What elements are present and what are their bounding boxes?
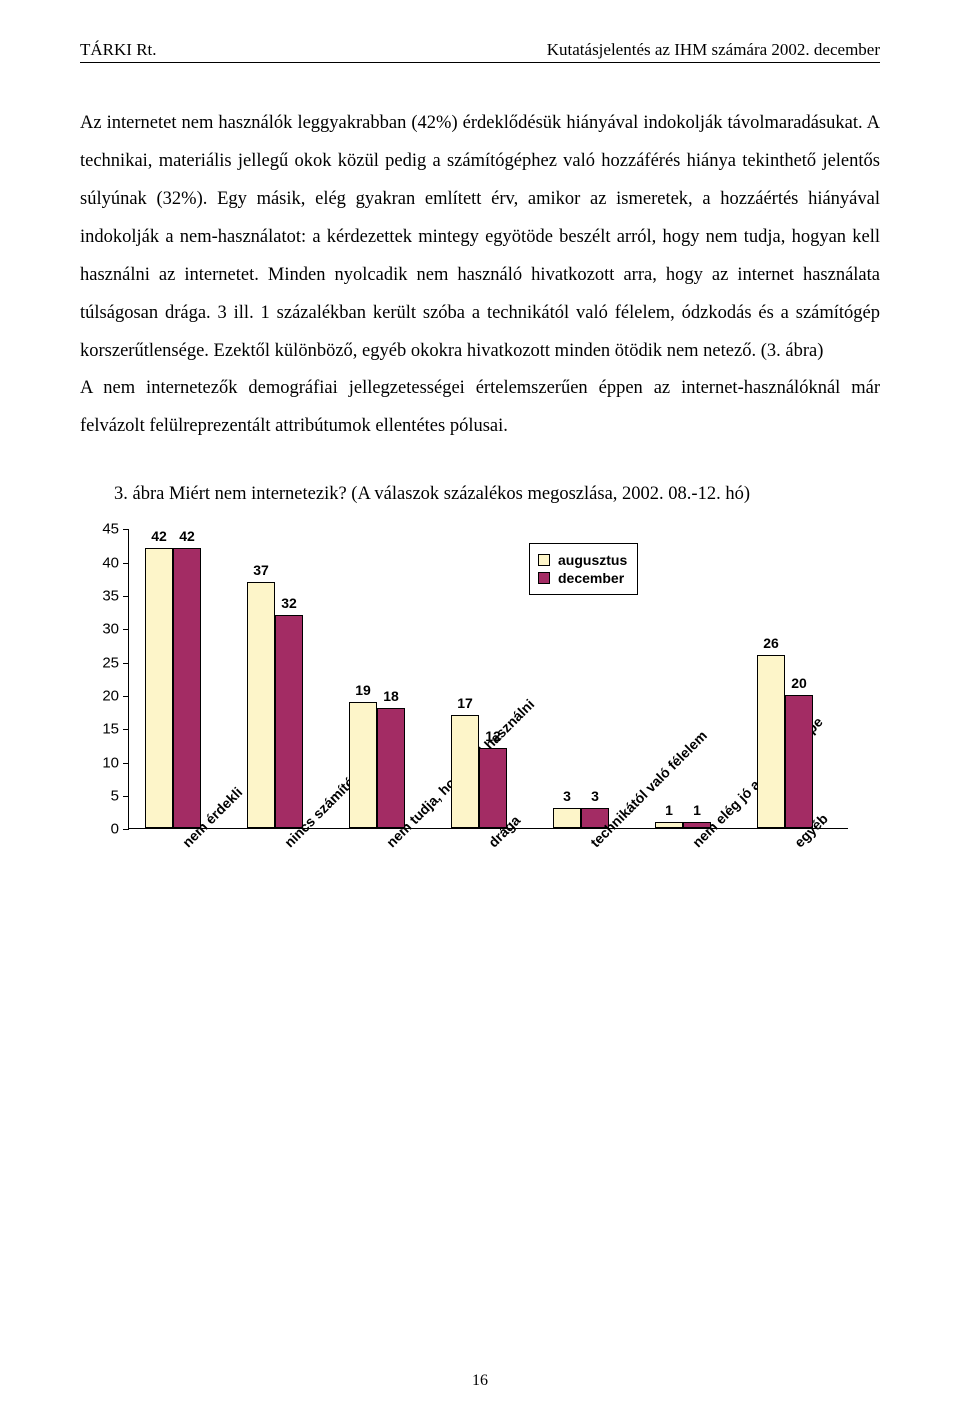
y-tick: [123, 696, 129, 697]
bar-value-label: 1: [683, 802, 711, 818]
bar-value-label: 18: [377, 688, 405, 704]
bar-value-label: 3: [581, 788, 609, 804]
bar-value-label: 20: [785, 675, 813, 691]
chart-caption: 3. ábra Miért nem internetezik? (A válas…: [114, 484, 880, 505]
bar-value-label: 12: [479, 728, 507, 744]
legend-label: december: [558, 570, 624, 586]
y-axis-label: 5: [89, 787, 119, 804]
bar-series-b: [173, 548, 201, 828]
chart-plot-area: augusztusdecember 0510152025303540454242…: [128, 529, 848, 829]
body-paragraph: Az internetet nem használók leggyakrabba…: [80, 105, 880, 446]
bar-value-label: 1: [655, 802, 683, 818]
bar-series-b: [377, 708, 405, 828]
y-axis-label: 0: [89, 821, 119, 838]
header-right: Kutatásjelentés az IHM számára 2002. dec…: [547, 40, 880, 60]
y-axis-label: 20: [89, 687, 119, 704]
bar-chart: augusztusdecember 0510152025303540454242…: [80, 529, 880, 829]
chart-legend: augusztus december: [529, 543, 638, 595]
legend-item: augusztus: [538, 552, 627, 568]
legend-swatch: [538, 554, 550, 566]
y-tick: [123, 763, 129, 764]
bar-value-label: 42: [173, 528, 201, 544]
y-axis-label: 25: [89, 654, 119, 671]
bar-series-a: [757, 655, 785, 828]
y-tick: [123, 729, 129, 730]
bar-series-a: [145, 548, 173, 828]
bar-series-b: [785, 695, 813, 828]
y-axis-label: 30: [89, 621, 119, 638]
bar-value-label: 32: [275, 595, 303, 611]
page-header: TÁRKI Rt. Kutatásjelentés az IHM számára…: [80, 40, 880, 63]
bar-value-label: 19: [349, 682, 377, 698]
legend-swatch: [538, 572, 550, 584]
legend-label: augusztus: [558, 552, 627, 568]
y-tick: [123, 529, 129, 530]
y-axis-label: 45: [89, 521, 119, 538]
bar-value-label: 17: [451, 695, 479, 711]
bar-series-a: [553, 808, 581, 828]
y-tick: [123, 829, 129, 830]
bar-series-a: [451, 715, 479, 828]
bar-value-label: 26: [757, 635, 785, 651]
y-tick: [123, 596, 129, 597]
bar-series-b: [479, 748, 507, 828]
y-tick: [123, 663, 129, 664]
page-number: 16: [0, 1372, 960, 1390]
y-axis-label: 10: [89, 754, 119, 771]
bar-value-label: 42: [145, 528, 173, 544]
bar-value-label: 37: [247, 562, 275, 578]
y-axis-label: 40: [89, 554, 119, 571]
y-tick: [123, 796, 129, 797]
legend-item: december: [538, 570, 627, 586]
bar-series-b: [275, 615, 303, 828]
y-axis-label: 15: [89, 721, 119, 738]
header-left: TÁRKI Rt.: [80, 40, 157, 60]
bar-value-label: 3: [553, 788, 581, 804]
bar-series-a: [349, 702, 377, 829]
y-axis-label: 35: [89, 587, 119, 604]
bar-series-a: [247, 582, 275, 829]
y-tick: [123, 629, 129, 630]
bar-series-a: [655, 822, 683, 829]
y-tick: [123, 563, 129, 564]
